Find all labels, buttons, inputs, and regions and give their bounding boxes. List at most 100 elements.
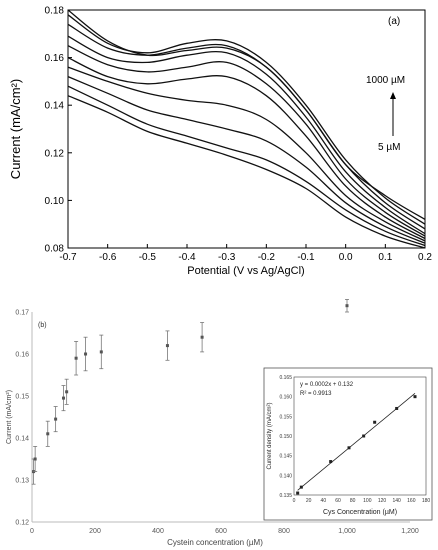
- y-tick-label: 0.13: [15, 478, 29, 485]
- y-tick-label: 0.14: [45, 101, 65, 112]
- inset-x-tick-label: 0: [293, 498, 296, 504]
- y-tick-label: 0.14: [15, 436, 29, 443]
- cv-curve-10: [67, 95, 426, 249]
- data-point: [62, 396, 65, 400]
- data-point: [99, 350, 103, 354]
- inset-x-tick-label: 160: [407, 498, 416, 504]
- x-tick-label: 800: [278, 528, 290, 535]
- inset-data-point: [413, 395, 417, 399]
- panel-b-x-ticks: 0 200 400 600 800 1,000 1,200: [30, 528, 419, 535]
- inset-data-point: [347, 446, 351, 450]
- inset-frame: [263, 367, 433, 521]
- cv-curve-6: [67, 57, 426, 240]
- x-tick-label: -0.5: [139, 252, 157, 263]
- inset-x-tick-label: 40: [321, 498, 327, 504]
- data-point: [46, 432, 50, 436]
- x-tick-label: -0.4: [178, 252, 196, 263]
- panel-a-label: (a): [388, 16, 400, 27]
- inset-data-point: [373, 420, 377, 424]
- x-tick-label: 0: [30, 528, 34, 535]
- x-tick-label: 0.2: [418, 252, 432, 263]
- inset-y-tick-label: 0.145: [279, 454, 292, 460]
- cv-curve-1: [67, 9, 426, 220]
- inset-y-tick-label: 0.140: [279, 473, 292, 479]
- panel-a-y-ticks: 0.08 0.10 0.12 0.14 0.16 0.18: [45, 6, 72, 255]
- x-tick-label: 400: [152, 528, 164, 535]
- panel-b-label: (b): [38, 322, 47, 329]
- panel-a-x-ticks: -0.7 -0.6 -0.5 -0.4 -0.3 -0.2 -0.1 0.0 0.1 0.2: [59, 244, 432, 263]
- inset-x-tick-label: 100: [363, 498, 372, 504]
- x-tick-label: -0.2: [258, 252, 276, 263]
- data-point: [200, 335, 204, 339]
- data-point: [54, 417, 58, 421]
- y-tick-label: 0.10: [45, 196, 65, 207]
- inset-plot-area: [293, 376, 427, 496]
- x-tick-label: 0.0: [339, 252, 353, 263]
- data-point: [33, 457, 37, 461]
- inset-data-point: [299, 485, 303, 489]
- data-point: [65, 390, 69, 394]
- inset-y-tick-label: 0.165: [279, 375, 292, 381]
- inset-x-tick-label: 20: [306, 498, 312, 504]
- inset-y-tick-label: 0.150: [279, 434, 292, 440]
- x-tick-label: 600: [215, 528, 227, 535]
- cv-curve-7: [67, 66, 426, 242]
- x-tick-label: -0.1: [297, 252, 315, 263]
- cv-curve-4: [67, 35, 426, 235]
- panel-b-y-ticks: 0.12 0.13 0.14 0.15 0.16 0.17: [15, 310, 29, 527]
- y-tick-label: 0.16: [15, 352, 29, 359]
- panel-a-y-axis-label: Current (mA/cm²): [8, 79, 23, 179]
- inset-y-tick-label: 0.155: [279, 414, 292, 420]
- inset-r-squared: R² = 0.9913: [300, 391, 332, 397]
- concentration-arrow-head: [390, 92, 396, 99]
- panel-b-y-axis-label: Current (mA/cm²): [6, 390, 13, 444]
- inset-x-tick-label: 180: [422, 498, 431, 504]
- cv-curve-9: [67, 85, 426, 247]
- panel-b-x-axis-label: Cystein concentration (µM): [167, 538, 263, 547]
- x-tick-label: -0.6: [99, 252, 117, 263]
- inset-y-ticks: 0.135 0.140 0.145 0.150 0.155 0.160 0.165: [279, 375, 292, 499]
- data-point: [74, 356, 78, 360]
- panel-a: -0.7 -0.6 -0.5 -0.4 -0.3 -0.2 -0.1 0.0 0.1 0.2 0.…: [8, 6, 432, 278]
- cv-curve-8: [67, 76, 426, 244]
- panel-a-curves: [67, 9, 426, 249]
- panel-a-frame: [67, 9, 426, 249]
- inset-data-point: [296, 491, 300, 495]
- y-tick-label: 0.12: [45, 148, 65, 159]
- inset-points: [296, 395, 417, 495]
- inset-chart: 0 20 40 60 80 100 120 140 160 180 0.135 0.140 0.145…: [263, 367, 433, 521]
- x-tick-label: -0.3: [218, 252, 236, 263]
- y-tick-label: 0.18: [45, 6, 65, 17]
- x-tick-label: 1,000: [338, 528, 356, 535]
- inset-x-tick-label: 60: [335, 498, 341, 504]
- panel-b-points: [31, 298, 349, 485]
- inset-y-tick-label: 0.160: [279, 395, 292, 401]
- y-tick-label: 0.16: [45, 53, 65, 64]
- inset-data-point: [329, 460, 333, 464]
- inset-x-tick-label: 80: [350, 498, 356, 504]
- x-tick-label: 0.1: [378, 252, 392, 263]
- inset-x-ticks: 0 20 40 60 80 100 120 140 160 180: [293, 498, 431, 504]
- inset-x-tick-label: 120: [378, 498, 387, 504]
- inset-x-tick-label: 140: [392, 498, 401, 504]
- y-tick-label: 0.15: [15, 394, 29, 401]
- y-tick-label: 0.17: [15, 310, 29, 317]
- inset-x-axis-label: Cys Concentration (µM): [323, 509, 397, 516]
- x-tick-label: 1,200: [401, 528, 419, 535]
- cv-curve-5: [67, 45, 426, 237]
- inset-y-tick-label: 0.135: [279, 493, 292, 499]
- cv-curve-2: [67, 14, 426, 225]
- inset-data-point: [362, 434, 366, 438]
- data-point: [345, 304, 349, 308]
- inset-equation: y = 0.0002x + 0.132: [300, 382, 354, 388]
- y-tick-label: 0.08: [45, 244, 65, 255]
- annotation-top: 1000 µM: [366, 75, 405, 86]
- data-point: [165, 344, 169, 348]
- x-tick-label: 200: [89, 528, 101, 535]
- annotation-bottom: 5 µM: [378, 142, 400, 153]
- panel-b: (b) 0 200 400 600 800 1,000 1,200 0.120.130.14…: [6, 298, 433, 547]
- inset-data-point: [395, 406, 399, 410]
- cv-curve-3: [67, 23, 426, 230]
- y-tick-label: 0.12: [15, 520, 29, 527]
